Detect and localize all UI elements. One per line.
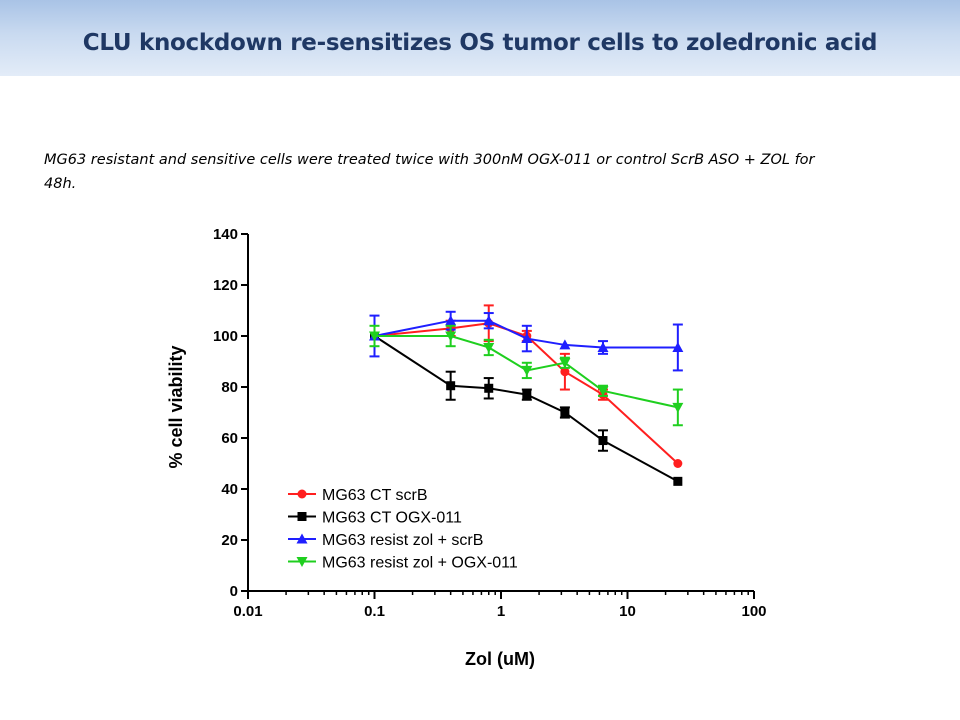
data-point-mg63-resist-zol-ogx-011 bbox=[597, 386, 609, 397]
legend-marker bbox=[296, 533, 308, 544]
data-point-mg63-resist-zol-ogx-011 bbox=[521, 365, 533, 376]
y-tick-label: 20 bbox=[221, 532, 238, 549]
data-point-mg63-resist-zol-ogx-011 bbox=[445, 331, 457, 342]
series-line-mg63-ct-ogx-011 bbox=[373, 335, 679, 483]
data-point-mg63-resist-zol-scrb bbox=[672, 341, 684, 352]
x-tick-label: 1 bbox=[497, 603, 505, 620]
data-point-mg63-resist-zol-ogx-011 bbox=[559, 358, 571, 369]
y-tick-label: 80 bbox=[221, 379, 238, 396]
y-tick-label: 0 bbox=[230, 583, 238, 600]
legend-label: MG63 resist zol + OGX-011 bbox=[322, 555, 518, 572]
data-point-mg63-resist-zol-scrb bbox=[597, 341, 609, 352]
data-point-mg63-resist-zol-scrb bbox=[559, 339, 571, 350]
y-tick-label: 120 bbox=[213, 277, 238, 294]
legend-marker bbox=[297, 512, 307, 521]
x-tick-label: 10 bbox=[619, 603, 636, 620]
legend-marker bbox=[297, 489, 307, 499]
title-banner bbox=[0, 0, 960, 76]
slide-title: CLU knockdown re-sensitizes OS tumor cel… bbox=[82, 30, 878, 56]
data-point-mg63-resist-zol-scrb bbox=[445, 315, 457, 326]
data-point-mg63-ct-scrb bbox=[673, 459, 683, 468]
y-tick-label: 60 bbox=[221, 430, 238, 447]
data-point-mg63-resist-zol-scrb bbox=[483, 315, 495, 326]
y-tick-label: 40 bbox=[221, 481, 238, 498]
legend-label: MG63 CT OGX-011 bbox=[322, 510, 462, 527]
data-point-mg63-resist-zol-scrb bbox=[521, 333, 533, 344]
data-point-mg63-ct-ogx-011 bbox=[598, 436, 608, 446]
data-point-mg63-ct-scrb bbox=[560, 367, 570, 377]
y-tick-label: 140 bbox=[213, 226, 238, 243]
data-point-mg63-ct-ogx-011 bbox=[484, 383, 494, 393]
data-point-mg63-resist-zol-ogx-011 bbox=[369, 331, 380, 342]
data-point-mg63-resist-zol-ogx-011 bbox=[672, 402, 684, 413]
data-point-mg63-ct-ogx-011 bbox=[522, 390, 532, 400]
y-tick-label: 100 bbox=[213, 328, 238, 345]
x-tick-label: 0.1 bbox=[364, 603, 385, 620]
data-point-mg63-ct-ogx-011 bbox=[673, 476, 683, 486]
y-axis-title: % cell viability bbox=[166, 345, 186, 468]
legend-label: MG63 resist zol + scrB bbox=[322, 532, 483, 549]
legend-marker bbox=[296, 557, 308, 567]
data-point-mg63-resist-zol-ogx-011 bbox=[483, 342, 495, 353]
data-point-mg63-ct-ogx-011 bbox=[446, 381, 456, 391]
slide-subtitle: MG63 resistant and sensitive cells were … bbox=[44, 152, 815, 192]
x-tick-label: 0.01 bbox=[233, 603, 262, 620]
x-tick-label: 100 bbox=[741, 603, 766, 620]
data-point-mg63-ct-ogx-011 bbox=[560, 408, 570, 417]
legend-label: MG63 CT scrB bbox=[322, 487, 428, 504]
x-axis-title: Zol (uM) bbox=[465, 649, 535, 669]
